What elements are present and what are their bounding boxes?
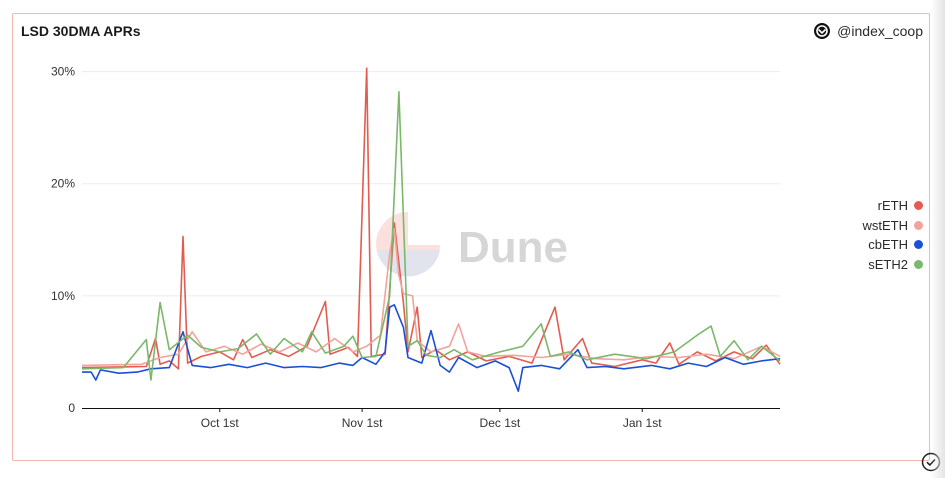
x-tick-label: Jan 1st: [623, 416, 662, 430]
x-tick-label: Nov 1st: [342, 416, 383, 430]
brand-handle: @index_coop: [837, 23, 923, 39]
legend-label: wstETH: [862, 217, 909, 233]
watermark-text: Dune: [458, 223, 568, 272]
legend-label: cbETH: [868, 237, 908, 252]
chart-title: LSD 30DMA APRs: [21, 23, 141, 39]
legend-item-cbeth[interactable]: cbETH: [868, 237, 923, 252]
index-coop-logo-icon: [814, 23, 831, 39]
series-line-seth2: [81, 91, 781, 381]
y-tick-label: 10%: [51, 289, 75, 303]
legend-label: rETH: [877, 198, 908, 213]
x-tick-label: Oct 1st: [201, 416, 240, 430]
y-tick-label: 0: [68, 401, 75, 415]
x-tick-label: Dec 1st: [480, 416, 521, 430]
legend-item-wsteth[interactable]: wstETH: [862, 217, 923, 233]
page-edge-shadow: [931, 0, 945, 478]
series-line-wsteth: [81, 227, 781, 367]
watermark-logo-shade-icon: [377, 250, 440, 277]
legend-swatch: [914, 220, 923, 230]
y-tick-label: 30%: [51, 65, 75, 79]
brand-badge[interactable]: @index_coop: [813, 22, 923, 40]
legend-item-seth2[interactable]: sETH2: [868, 257, 923, 272]
chart-card: LSD 30DMA APRs @index_coop: [12, 13, 930, 461]
series-line-reth: [81, 67, 781, 370]
legend-label: sETH2: [868, 256, 908, 272]
legend-swatch: [914, 259, 923, 269]
y-tick-label: 20%: [51, 177, 75, 191]
legend-swatch: [914, 240, 923, 249]
legend-item-reth[interactable]: rETH: [878, 198, 923, 213]
legend-swatch: [914, 201, 923, 210]
